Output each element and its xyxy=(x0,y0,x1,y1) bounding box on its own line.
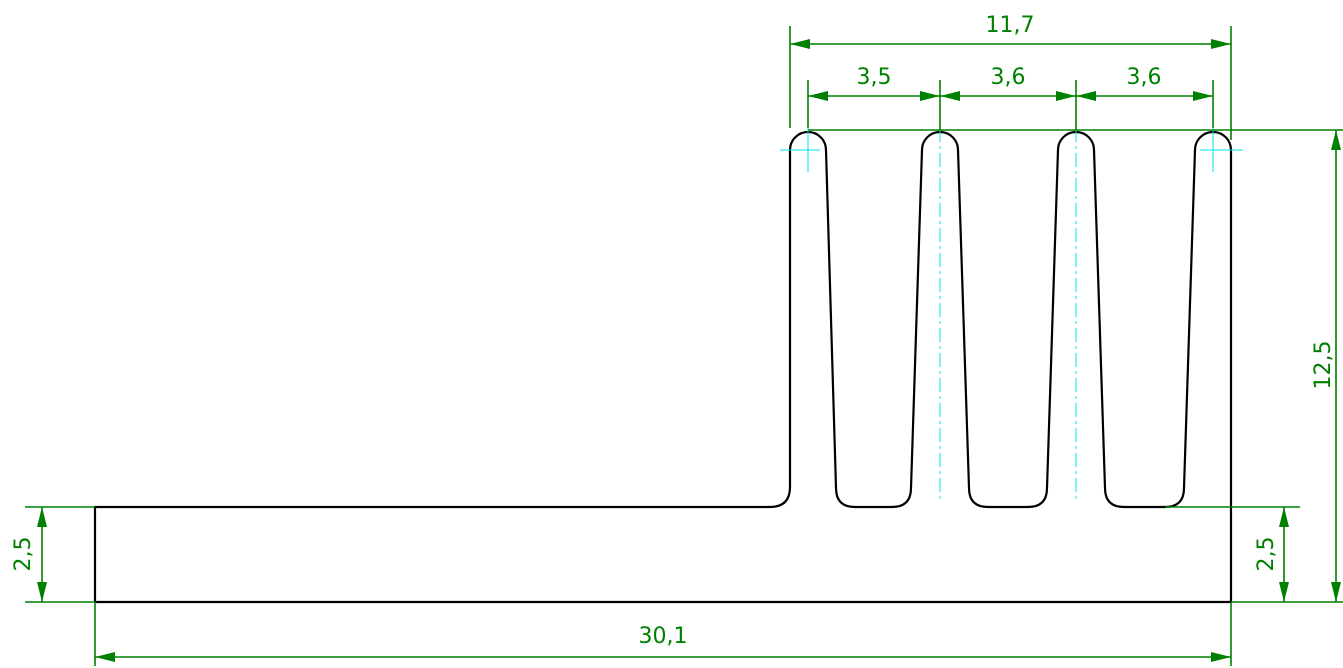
dimension-base-thickness-left: 2,5 xyxy=(11,507,47,602)
dimension-fin-pitch-1: 3,5 xyxy=(808,65,940,101)
dimension-fin-pitch-3: 3,6 xyxy=(1076,65,1213,101)
centerlines xyxy=(780,128,1243,500)
dimension-total-height: 12,5 xyxy=(1311,130,1341,602)
heatsink-outline xyxy=(93,130,1233,604)
dim-text-fin-pitch-3: 3,6 xyxy=(1127,65,1162,90)
dim-text-fin-pitch-2: 3,6 xyxy=(991,65,1026,90)
extension-lines xyxy=(25,26,1343,666)
dim-text-base-thickness-right: 2,5 xyxy=(1254,537,1279,572)
dimension-fin-pitch-2: 3,6 xyxy=(940,65,1076,101)
dimension-total-width: 30,1 xyxy=(95,624,1231,662)
dim-text-total-width: 30,1 xyxy=(639,624,688,649)
dim-text-base-thickness-left: 2,5 xyxy=(11,537,36,572)
dim-text-fin-pitch-1: 3,5 xyxy=(857,65,892,90)
dimension-base-thickness-right: 2,5 xyxy=(1254,507,1289,602)
dimension-top-overall: 11,7 xyxy=(790,13,1231,49)
dim-text-top-overall: 11,7 xyxy=(986,13,1035,38)
dim-text-total-height: 12,5 xyxy=(1311,341,1336,390)
